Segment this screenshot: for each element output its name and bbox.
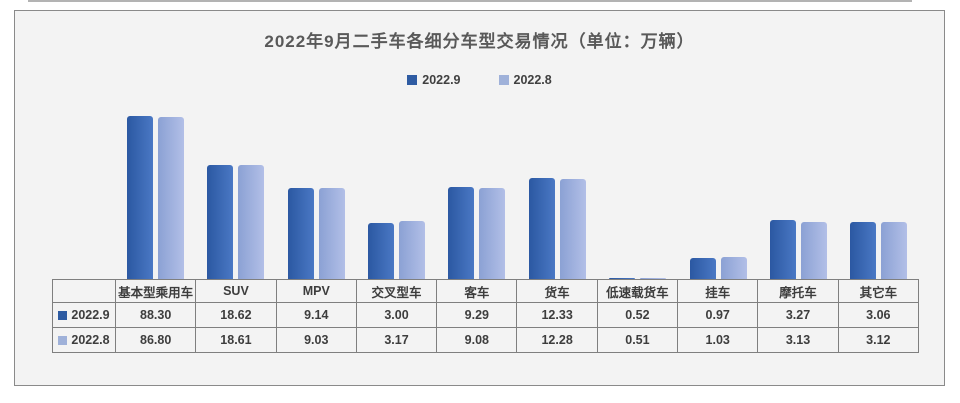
bar-2022.8-挂车: [720, 256, 747, 279]
column-header-MPV: MPV: [275, 279, 357, 303]
value-cell-2022.8-MPV: 9.03: [275, 327, 357, 353]
category-group-10: [839, 94, 919, 279]
column-header-摩托车: 摩托车: [757, 279, 839, 303]
category-group-7: [597, 94, 677, 279]
value-cell-2022.8-低速载货车: 0.51: [596, 327, 679, 353]
category-group-4: [356, 94, 436, 279]
bar-2022.9-挂车: [689, 258, 716, 279]
table-row-2022.8: 2022.8 86.80 18.61 9.03 3.17 9.08 12.28 0.51 1.0…: [52, 327, 920, 353]
column-header-低速载货车: 低速载货车: [596, 279, 679, 303]
row-label-2022.9: 2022.9: [71, 308, 110, 322]
value-cell-2022.9-低速载货车: 0.52: [596, 302, 679, 328]
category-group-1: [115, 94, 195, 279]
value-cell-2022.8-挂车: 1.03: [677, 327, 759, 353]
bar-2022.8-其它车: [881, 221, 908, 279]
bar-2022.8-基本型乘用车: [157, 116, 184, 279]
category-group-3: [276, 94, 356, 279]
bar-2022.8-客车: [479, 188, 506, 279]
value-cell-2022.8-交叉型车: 3.17: [355, 327, 438, 353]
bar-2022.9-客车: [448, 187, 475, 279]
value-cell-2022.9-其它车: 3.06: [837, 302, 920, 328]
category-group-9: [758, 94, 838, 279]
row-swatch-2022.8-icon: [58, 335, 68, 345]
column-header-交叉型车: 交叉型车: [355, 279, 438, 303]
data-table: 基本型乘用车 SUV MPV 交叉型车 客车 货车 低速载货车 挂车 摩托车 其它车 2022.9 8…: [52, 279, 920, 353]
value-cell-2022.9-交叉型车: 3.00: [355, 302, 438, 328]
row-header-2022.8: 2022.8: [52, 327, 116, 353]
legend-label-2022-8: 2022.8: [513, 72, 552, 87]
row-header-2022.9: 2022.9: [52, 302, 116, 328]
table-corner-cell: [52, 279, 116, 303]
bar-2022.8-摩托车: [800, 221, 827, 279]
bar-2022.9-MPV: [287, 187, 314, 279]
value-cell-2022.9-SUV: 18.62: [195, 302, 277, 328]
column-header-基本型乘用车: 基本型乘用车: [114, 279, 197, 303]
top-divider-line: [28, 0, 912, 2]
bar-2022.9-摩托车: [769, 220, 796, 279]
table-header-row: 基本型乘用车 SUV MPV 交叉型车 客车 货车 低速载货车 挂车 摩托车 其它车: [52, 279, 920, 303]
bar-2022.8-MPV: [318, 188, 345, 279]
bar-2022.9-SUV: [207, 165, 234, 279]
value-cell-2022.8-货车: 12.28: [516, 327, 598, 353]
value-cell-2022.9-MPV: 9.14: [275, 302, 357, 328]
legend-item-2022-8: 2022.8: [498, 72, 552, 87]
row-swatch-2022.9-icon: [58, 310, 68, 320]
column-header-SUV: SUV: [195, 279, 277, 303]
bar-2022.9-货车: [528, 178, 555, 279]
chart-title: 2022年9月二手车各细分车型交易情况（单位：万辆）: [264, 32, 695, 51]
bar-2022.9-低速载货车: [609, 277, 636, 279]
bar-2022.8-低速载货车: [640, 277, 667, 279]
legend-swatch-2022-8-icon: [498, 74, 509, 85]
column-header-货车: 货车: [516, 279, 598, 303]
bar-2022.8-交叉型车: [398, 221, 425, 279]
value-cell-2022.8-客车: 9.08: [436, 327, 518, 353]
column-header-其它车: 其它车: [837, 279, 920, 303]
chart-legend: 2022.9 2022.8: [15, 72, 944, 87]
value-cell-2022.9-货车: 12.33: [516, 302, 598, 328]
row-label-2022.8: 2022.8: [71, 333, 110, 347]
legend-swatch-2022-9-icon: [407, 74, 418, 85]
bar-2022.9-交叉型车: [367, 222, 394, 279]
value-cell-2022.9-摩托车: 3.27: [757, 302, 839, 328]
table-row-2022.9: 2022.9 88.30 18.62 9.14 3.00 9.29 12.33 0.52 0.9…: [52, 302, 920, 328]
legend-item-2022-9: 2022.9: [407, 72, 461, 87]
value-cell-2022.9-挂车: 0.97: [677, 302, 759, 328]
value-cell-2022.8-其它车: 3.12: [837, 327, 920, 353]
value-cell-2022.8-基本型乘用车: 86.80: [114, 327, 197, 353]
value-cell-2022.9-基本型乘用车: 88.30: [114, 302, 197, 328]
category-group-6: [517, 94, 597, 279]
column-header-挂车: 挂车: [677, 279, 759, 303]
legend-label-2022-9: 2022.9: [422, 72, 461, 87]
category-group-2: [195, 94, 275, 279]
category-group-5: [437, 94, 517, 279]
value-cell-2022.9-客车: 9.29: [436, 302, 518, 328]
bar-2022.8-货车: [559, 178, 586, 279]
bar-2022.9-其它车: [850, 222, 877, 279]
bar-2022.8-SUV: [238, 165, 265, 279]
column-header-客车: 客车: [436, 279, 518, 303]
chart-card: 2022年9月二手车各细分车型交易情况（单位：万辆） 2022.9 2022.8…: [14, 10, 945, 386]
bar-2022.9-基本型乘用车: [126, 116, 153, 279]
category-group-8: [678, 94, 758, 279]
value-cell-2022.8-摩托车: 3.13: [757, 327, 839, 353]
value-cell-2022.8-SUV: 18.61: [195, 327, 277, 353]
plot-area: [115, 94, 919, 279]
